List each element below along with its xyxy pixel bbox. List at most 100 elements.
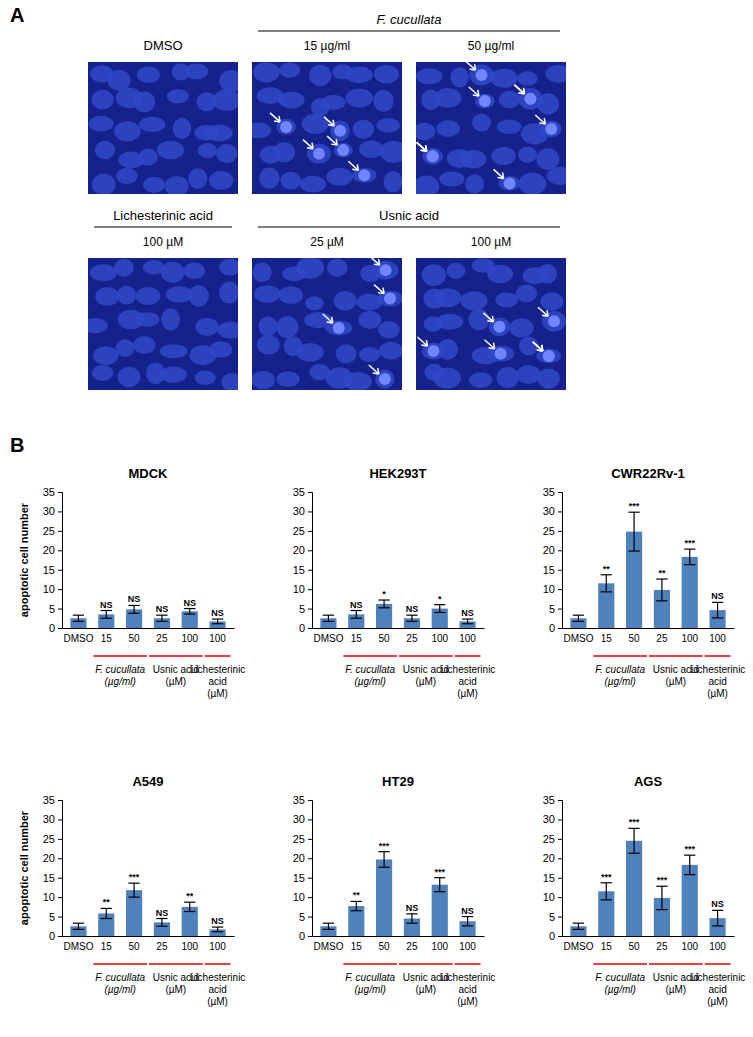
x-tick: DMSO [63, 936, 93, 952]
arrow-head [274, 116, 280, 122]
y-tick: 5 [49, 603, 62, 615]
nucleus [93, 346, 118, 365]
significance-label: NS [183, 598, 196, 608]
nucleus [434, 88, 461, 108]
chart: MDCKapoptotic cell number05101520253035D… [18, 466, 245, 699]
error-bar [573, 923, 584, 929]
error-bar [656, 886, 667, 909]
y-axis-line [58, 493, 63, 629]
nucleus [380, 141, 402, 163]
nucleus [195, 318, 218, 336]
nucleus [116, 168, 138, 184]
y-tick-label: 5 [549, 911, 555, 923]
group-label: acid [708, 984, 726, 995]
y-tick-mark [558, 628, 562, 629]
y-tick-mark [58, 492, 62, 493]
micrograph-background [416, 62, 566, 194]
error-bar-stem [439, 878, 440, 892]
arrow [483, 313, 493, 322]
error-bar-stem [78, 923, 79, 929]
group-label: (µM) [207, 996, 228, 1007]
apoptotic-nucleus [427, 345, 439, 357]
error-bar-cap [628, 828, 639, 829]
x-tick-label: 100 [681, 941, 698, 952]
x-tick: 50 [379, 936, 391, 952]
error-bar-cap [184, 902, 195, 903]
significance-label: * [382, 589, 386, 599]
group-line [649, 655, 703, 657]
y-tick-label: 15 [43, 872, 55, 884]
nucleus [209, 171, 233, 190]
y-tick-label: 25 [293, 833, 305, 845]
significance-label: NS [406, 604, 419, 614]
x-tick: DMSO [313, 628, 343, 644]
apoptotic-nucleus [545, 123, 557, 135]
nucleus [321, 95, 345, 110]
x-axis-line [313, 936, 485, 937]
x-tick-label: 25 [656, 633, 668, 644]
error-bar-stem [411, 914, 412, 923]
nucleus [95, 141, 115, 160]
nucleus [545, 65, 566, 83]
y-tick-mark [308, 800, 312, 801]
nucleus [346, 88, 373, 107]
error-bar-cap [184, 608, 195, 609]
group-label: F. cucullata [595, 972, 645, 983]
nucleus [373, 90, 393, 112]
image-label: 100 µM [143, 235, 183, 249]
significance-label: ** [658, 568, 666, 578]
x-tick: DMSO [313, 936, 343, 952]
error-bar-stem [189, 902, 190, 911]
x-tick: 100 [431, 936, 448, 952]
y-tick-label: 0 [549, 622, 555, 634]
group-line [343, 655, 397, 657]
y-tick-label: 5 [549, 603, 555, 615]
nucleus [296, 343, 323, 362]
group-line [455, 655, 481, 657]
error-bar-stem [411, 615, 412, 621]
nucleus [217, 321, 238, 338]
nucleus [422, 264, 446, 286]
x-axis: DMSO155025100100 [313, 628, 485, 644]
y-tick-label: 35 [293, 486, 305, 498]
x-tick-label: 100 [709, 941, 726, 952]
nucleus [216, 144, 237, 163]
nucleus [135, 312, 159, 327]
y-tick: 5 [549, 911, 562, 923]
arrow [369, 365, 379, 374]
y-tick-mark [58, 897, 62, 898]
y-tick-label: 25 [43, 525, 55, 537]
significance-label: *** [629, 817, 640, 827]
image-group-title: Lichesterinic acid [113, 208, 213, 223]
nucleus [334, 291, 357, 311]
significance-label: *** [129, 872, 140, 882]
nucleus [450, 67, 468, 87]
error-bar-cap [712, 602, 723, 603]
nucleus [276, 316, 298, 338]
x-tick-label: 50 [129, 941, 141, 952]
x-tick: 25 [656, 628, 668, 644]
error-bar-cap [434, 604, 445, 605]
y-tick: 35 [43, 794, 62, 806]
error-bar-cap [656, 578, 667, 579]
y-tick: 35 [543, 486, 562, 498]
nucleus [436, 120, 460, 137]
bar [432, 885, 448, 936]
y-tick-label: 10 [293, 583, 305, 595]
error-bar-stem [356, 611, 357, 619]
arrow [324, 117, 334, 126]
error-bar-stem [439, 605, 440, 613]
nucleus [184, 262, 206, 278]
nucleus [138, 149, 158, 166]
y-tick: 25 [43, 833, 62, 845]
x-tick: DMSO [563, 936, 593, 952]
y-tick-mark [558, 800, 562, 801]
y-tick: 0 [49, 930, 62, 942]
y-tick-mark [558, 492, 562, 493]
x-axis-line [313, 628, 485, 629]
y-tick-label: 35 [543, 794, 555, 806]
y-tick-mark [558, 550, 562, 551]
group-label: (µM) [415, 984, 436, 995]
nucleus [114, 259, 134, 277]
error-bar-cap [73, 615, 84, 616]
